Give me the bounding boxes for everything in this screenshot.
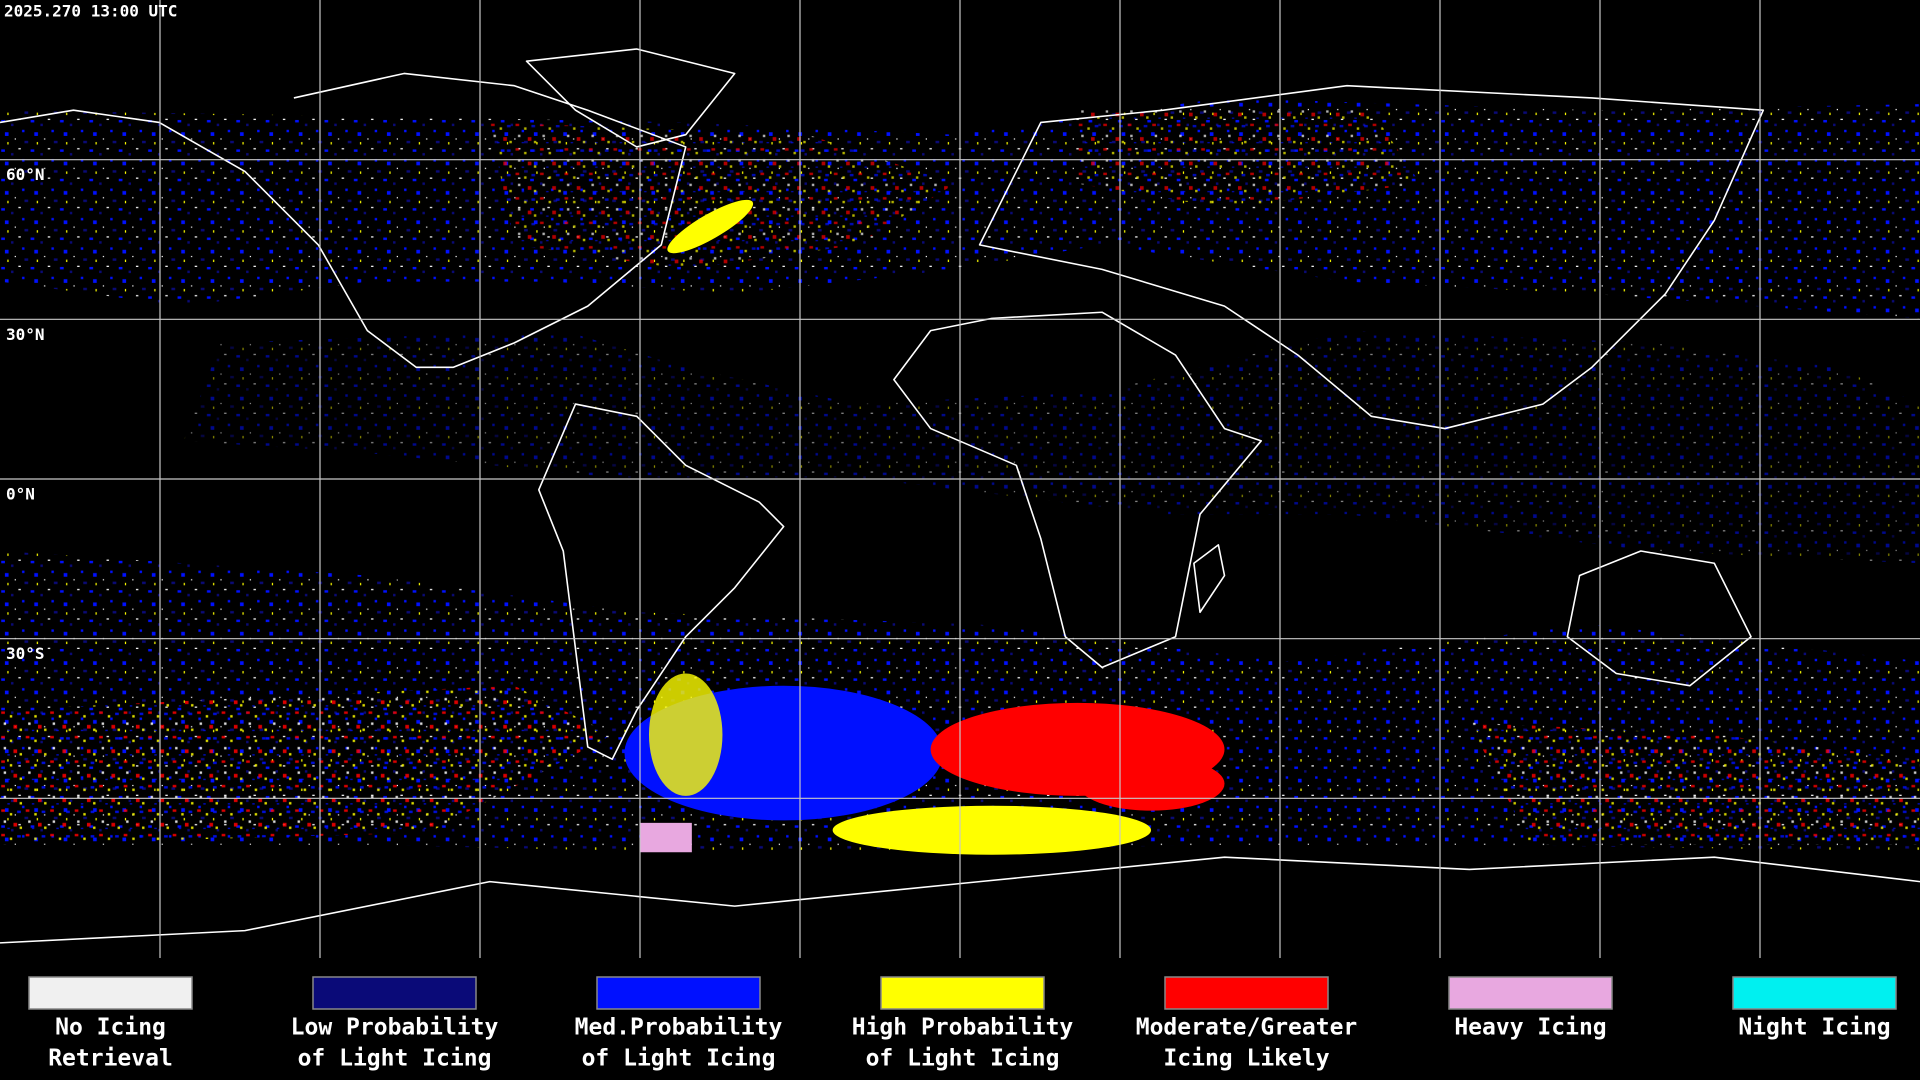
latitude-labels: 60°N 30°N 0°N 30°S — [6, 165, 45, 663]
legend-label: Retrieval — [48, 1046, 173, 1072]
timestamp: 2025.270 13:00 UTC — [4, 2, 177, 21]
legend-label: Night Icing — [1738, 1015, 1890, 1041]
coastline — [0, 856, 1920, 944]
coastline — [1566, 550, 1752, 687]
legend-swatch — [1164, 976, 1329, 1010]
latitude-label: 30°N — [6, 325, 45, 344]
legend-label: High Probability — [852, 1015, 1074, 1041]
legend-swatch — [312, 976, 477, 1010]
legend-label: Med.Probability — [575, 1015, 783, 1041]
legend-label: Icing Likely — [1163, 1046, 1329, 1072]
latitude-label: 60°N — [6, 165, 45, 184]
icing-patch — [640, 822, 692, 853]
icing-region — [0, 685, 613, 845]
icing-patch — [648, 673, 723, 796]
legend-label: of Light Icing — [582, 1046, 776, 1072]
graticule — [0, 0, 1920, 958]
icing-patch — [1077, 756, 1225, 811]
legend-swatch — [596, 976, 761, 1010]
coastline — [0, 72, 687, 369]
coastline — [893, 311, 1263, 669]
icing-patch — [832, 805, 1152, 855]
legend-label: of Light Icing — [298, 1046, 492, 1072]
legend-label: Low Probability — [291, 1015, 499, 1041]
legend-label: Moderate/Greater — [1136, 1015, 1358, 1041]
legend-swatch — [1732, 976, 1897, 1010]
legend: No Icing Retrieval Low Probability of Light… — [28, 976, 1897, 1072]
icing-region — [1469, 722, 1920, 845]
icing-patch — [667, 199, 754, 254]
legend-label: No Icing — [55, 1015, 166, 1041]
latitude-label: 30°S — [6, 644, 45, 663]
coastline — [1193, 544, 1226, 614]
legend-swatch — [28, 976, 193, 1010]
coastline — [978, 84, 1765, 430]
coastline — [525, 48, 736, 148]
legend-label: Heavy Icing — [1454, 1015, 1606, 1041]
latitude-label: 0°N — [6, 485, 35, 504]
legend-swatch — [1448, 976, 1613, 1010]
legend-swatch — [880, 976, 1045, 1010]
icing-region — [183, 330, 1920, 564]
coastline — [537, 403, 785, 760]
legend-label: of Light Icing — [866, 1046, 1060, 1072]
